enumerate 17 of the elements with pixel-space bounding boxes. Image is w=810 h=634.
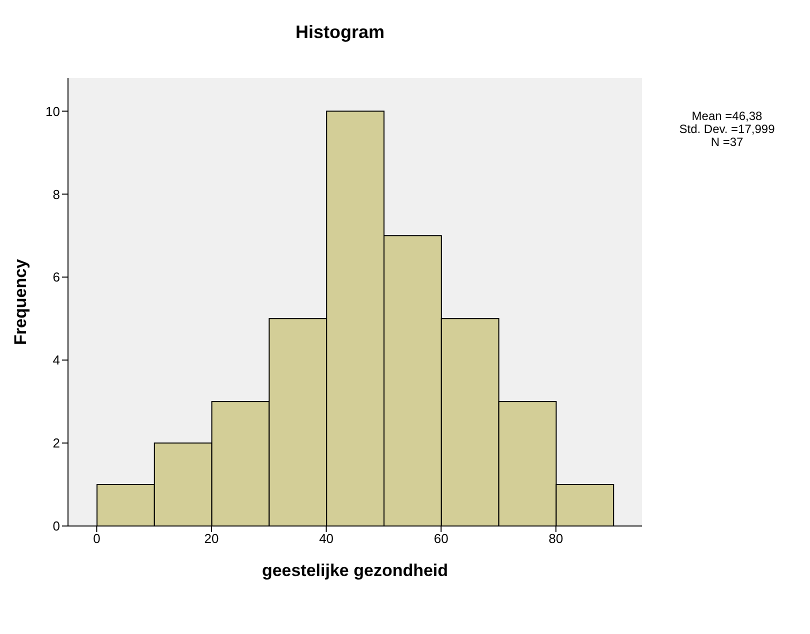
y-tick-label: 2 (52, 436, 60, 451)
text: Mean =46,38 (690, 109, 764, 123)
text: Std. Dev. =17,999 (678, 122, 776, 136)
x-tick-label: 40 (319, 531, 334, 546)
chart-title: Histogram (294, 22, 386, 43)
y-tick-label: 10 (46, 104, 60, 119)
x-tick-label: 80 (548, 531, 564, 546)
x-tick-label: 60 (434, 531, 448, 546)
y-tick-label: 8 (52, 186, 60, 202)
x-axis-title: geestelijke gezondheid (262, 561, 448, 580)
y-tick-label: 6 (52, 270, 60, 285)
text: N =37 (710, 135, 744, 149)
y-tick-label: 4 (52, 352, 60, 368)
y-tick-label: 0 (52, 518, 60, 534)
x-tick-label: 0 (93, 531, 100, 546)
y-axis-title: Frequency (11, 258, 30, 345)
x-tick-label: 20 (204, 531, 219, 546)
